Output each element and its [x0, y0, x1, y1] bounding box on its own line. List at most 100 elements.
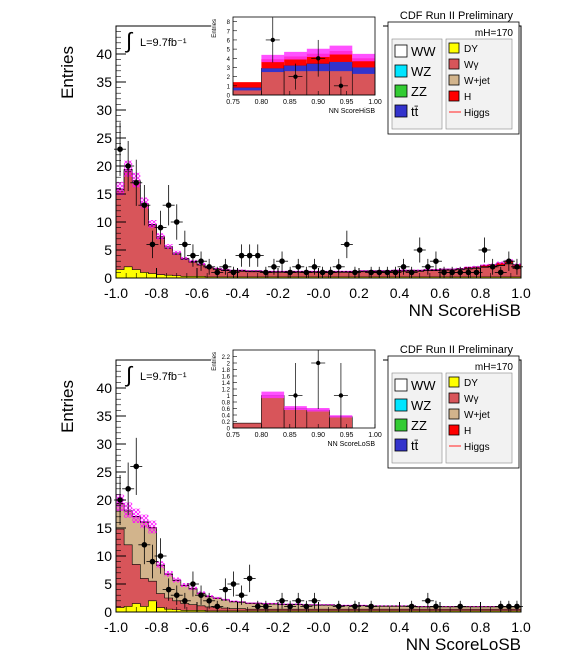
- data-point: [365, 600, 378, 612]
- inset-data-point: [333, 76, 348, 95]
- chart-title: CDF Run II Preliminary: [400, 344, 514, 356]
- data-point-marker: [514, 603, 520, 610]
- x-tick-label: 0.2: [349, 285, 369, 301]
- data-point-marker: [238, 252, 245, 259]
- data-point: [122, 140, 135, 192]
- x-axis-label: NN ScoreHiSB: [409, 301, 521, 320]
- y-tick-label: 15: [96, 186, 112, 202]
- legend-swatch: [394, 378, 408, 392]
- inset-ttbar-bar: [261, 68, 285, 73]
- inset-ttbar-bar: [233, 87, 262, 91]
- x-tick-label: 0.8: [471, 619, 491, 635]
- legend-swatch: [394, 398, 408, 412]
- data-point-marker: [497, 603, 504, 610]
- data-point: [502, 600, 515, 612]
- data-point-marker: [214, 269, 221, 276]
- inset-x-tick-label: 0.80: [255, 99, 269, 106]
- data-point-marker: [457, 269, 464, 276]
- data-point: [138, 525, 151, 565]
- data-point-marker: [141, 202, 148, 208]
- y-tick-label: 40: [96, 380, 112, 396]
- data-point: [154, 210, 167, 245]
- legend-label: H: [464, 92, 471, 103]
- data-point-marker: [125, 486, 131, 492]
- legend-swatch: [448, 42, 460, 54]
- luminosity-label: L=9.7fb⁻¹: [140, 371, 187, 383]
- inset-data-point: [288, 63, 303, 90]
- inset-signal-bar: [329, 50, 353, 62]
- data-point: [429, 251, 442, 271]
- luminosity-label: L=9.7fb⁻¹: [140, 37, 187, 49]
- legend-swatch: [394, 44, 408, 58]
- legend-swatch: [448, 58, 460, 70]
- y-tick-label: 20: [96, 492, 112, 508]
- legend-label: WW: [411, 378, 436, 393]
- data-point: [300, 600, 313, 612]
- y-tick-label: 25: [96, 464, 112, 480]
- inset-y-tick-label: 0.8: [222, 401, 231, 407]
- data-point-marker: [319, 269, 326, 276]
- data-point-marker: [182, 241, 188, 248]
- data-point: [243, 564, 256, 593]
- data-point-marker: [457, 603, 464, 610]
- inset-signal-bar: [261, 59, 285, 69]
- data-point: [170, 204, 183, 240]
- legend-label: tt̄: [411, 104, 419, 119]
- legend-label: Higgs: [464, 442, 490, 453]
- inset-x-tick-label: 0.95: [340, 99, 354, 106]
- inset-ttbar-bar: [329, 61, 353, 72]
- inset-y-axis-label: Entries: [212, 352, 218, 371]
- data-point: [130, 159, 143, 206]
- x-tick-label: -0.4: [225, 285, 249, 301]
- data-point: [130, 437, 143, 495]
- data-point-marker: [392, 269, 399, 276]
- y-tick-label: 10: [96, 548, 112, 564]
- integral-sign: ∫: [124, 28, 134, 53]
- data-point: [486, 258, 499, 275]
- data-point: [227, 571, 240, 597]
- inset-y-axis-label: Entries: [212, 19, 218, 38]
- inset-y-tick-label: 1: [227, 84, 231, 90]
- inset-data-point: [265, 17, 280, 63]
- data-point-marker: [254, 603, 261, 610]
- data-point-marker: [198, 592, 204, 598]
- inset-data-point: [311, 39, 326, 77]
- y-tick-label: 35: [96, 408, 112, 424]
- x-tick-label: 0.2: [349, 619, 369, 635]
- y-tick-label: 10: [96, 214, 112, 230]
- data-point-marker: [425, 264, 431, 270]
- data-point-marker: [368, 269, 374, 276]
- data-point-marker: [279, 258, 285, 265]
- data-point-marker: [230, 581, 237, 587]
- data-point: [186, 244, 199, 267]
- inset-data-marker: [316, 56, 321, 61]
- data-point-marker: [149, 241, 156, 248]
- y-tick-label: 0: [104, 604, 112, 620]
- data-point: [162, 185, 175, 226]
- data-point: [138, 185, 151, 226]
- legend-label: Wγ: [464, 60, 478, 71]
- data-point: [324, 266, 337, 278]
- x-tick-label: 0.4: [390, 619, 410, 635]
- data-point-marker: [384, 269, 391, 276]
- data-point-marker: [303, 603, 310, 610]
- data-point-marker: [425, 598, 431, 604]
- data-point-marker: [303, 269, 310, 276]
- y-axis-label: Entries: [58, 46, 77, 99]
- inset-x-tick-label: 0.95: [340, 432, 354, 439]
- data-point: [203, 592, 216, 609]
- y-tick-label: 5: [104, 576, 112, 592]
- x-tick-label: 0.4: [390, 285, 410, 301]
- inset-data-point: [288, 363, 303, 428]
- inset-y-tick-label: 6: [227, 38, 231, 44]
- legend-label: tt̄: [411, 438, 419, 453]
- data-point: [251, 244, 264, 267]
- data-point: [154, 538, 167, 574]
- data-point-marker: [125, 163, 131, 169]
- legend-swatch: [394, 438, 408, 452]
- data-point-marker: [149, 558, 156, 565]
- y-tick-label: 5: [104, 242, 112, 258]
- inset-y-tick-label: 1.6: [222, 375, 231, 381]
- data-point-marker: [165, 586, 172, 593]
